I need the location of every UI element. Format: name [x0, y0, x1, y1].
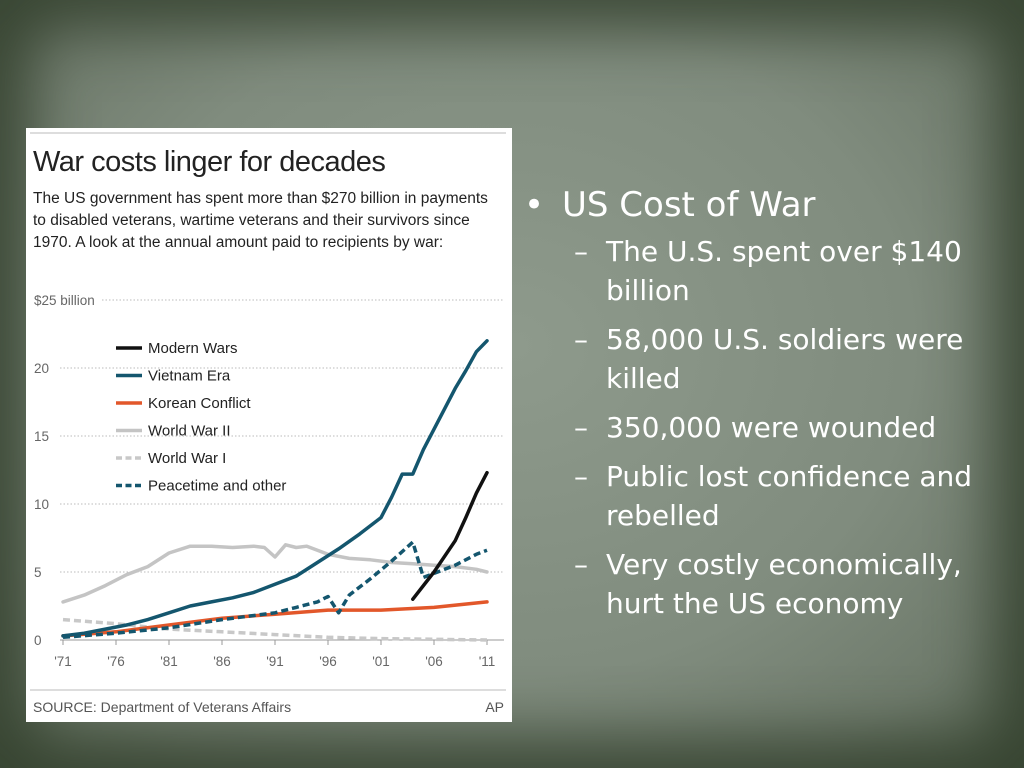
x-tick-label: '76 [107, 654, 125, 669]
x-tick-label: '96 [319, 654, 337, 669]
x-tick-label: '91 [266, 654, 284, 669]
x-tick-label: '01 [372, 654, 390, 669]
x-tick-label: '06 [425, 654, 443, 669]
series-line [61, 543, 489, 604]
series-line [62, 617, 488, 642]
legend: Modern Wars Vietnam Era Korean Conflict Wor… [116, 340, 286, 495]
x-tick-label: '81 [160, 654, 178, 669]
credit-label: AP [485, 699, 504, 715]
dash-icon: – [574, 411, 588, 444]
series-line [61, 339, 489, 638]
y-tick-label: 0 [34, 633, 42, 648]
series-line [411, 470, 489, 601]
sub-bullet-text: 350,000 were wounded [606, 411, 937, 444]
legend-label: Korean Conflict [148, 395, 251, 412]
x-axis-tick-labels: '71 '76 '81 '86 '91 '96 '01 '06 '11 [54, 654, 495, 669]
bullet-list: • US Cost of War – The U.S. spent over $… [524, 182, 994, 633]
dash-icon: – [574, 235, 588, 268]
sub-bullet-1: – The U.S. spent over $140 billion [524, 232, 994, 310]
sub-bullet-text: The U.S. spent over $140 billion [606, 235, 962, 307]
dash-icon: – [574, 548, 588, 581]
chart-panel: 0 5 10 15 20 $25 billion '71 '76 '81 '86 '91 '96 '0… [26, 128, 512, 722]
y-tick-label: 5 [34, 565, 42, 580]
sub-bullet-5: – Very costly economically, hurt the US … [524, 545, 994, 623]
series-line [62, 540, 488, 640]
grid-lines [60, 299, 504, 641]
legend-label: Peacetime and other [148, 478, 286, 495]
sub-bullet-text: 58,000 U.S. soldiers were killed [606, 323, 964, 395]
bullet-dot-icon: • [524, 185, 545, 225]
y-tick-label: 15 [34, 429, 49, 444]
sub-bullet-3: – 350,000 were wounded [524, 408, 994, 447]
sub-bullet-2: – 58,000 U.S. soldiers were killed [524, 320, 994, 398]
y-tick-label: 20 [34, 361, 49, 376]
legend-label: World War II [148, 423, 231, 440]
series-lines [61, 339, 489, 642]
legend-label: Modern Wars [148, 340, 237, 357]
source-note: SOURCE: Department of Veterans Affairs [33, 699, 292, 715]
y-axis-tick-labels: 0 5 10 15 20 $25 billion [34, 293, 95, 648]
sub-bullet-text: Public lost confidence and rebelled [606, 460, 972, 532]
x-tick-label: '86 [213, 654, 231, 669]
legend-label: Vietnam Era [148, 368, 231, 385]
y-tick-label: 10 [34, 497, 49, 512]
chart-svg: 0 5 10 15 20 $25 billion '71 '76 '81 '86 '91 '96 '0… [30, 132, 506, 691]
chart-subtitle: The US government has spent more than $2… [33, 190, 488, 251]
sub-bullet-text: Very costly economically, hurt the US ec… [606, 548, 962, 620]
legend-label: World War I [148, 450, 226, 467]
sub-bullet-4: – Public lost confidence and rebelled [524, 457, 994, 535]
x-tick-label: '11 [479, 654, 496, 669]
x-axis-ticks [62, 640, 488, 645]
bullet-heading: • US Cost of War [524, 182, 994, 228]
dash-icon: – [574, 323, 588, 356]
y-tick-label: $25 billion [34, 293, 95, 308]
series-line [61, 600, 489, 638]
dash-icon: – [574, 460, 588, 493]
chart-title: War costs linger for decades [33, 146, 386, 178]
x-tick-label: '71 [54, 654, 72, 669]
bullet-heading-text: US Cost of War [562, 185, 816, 225]
